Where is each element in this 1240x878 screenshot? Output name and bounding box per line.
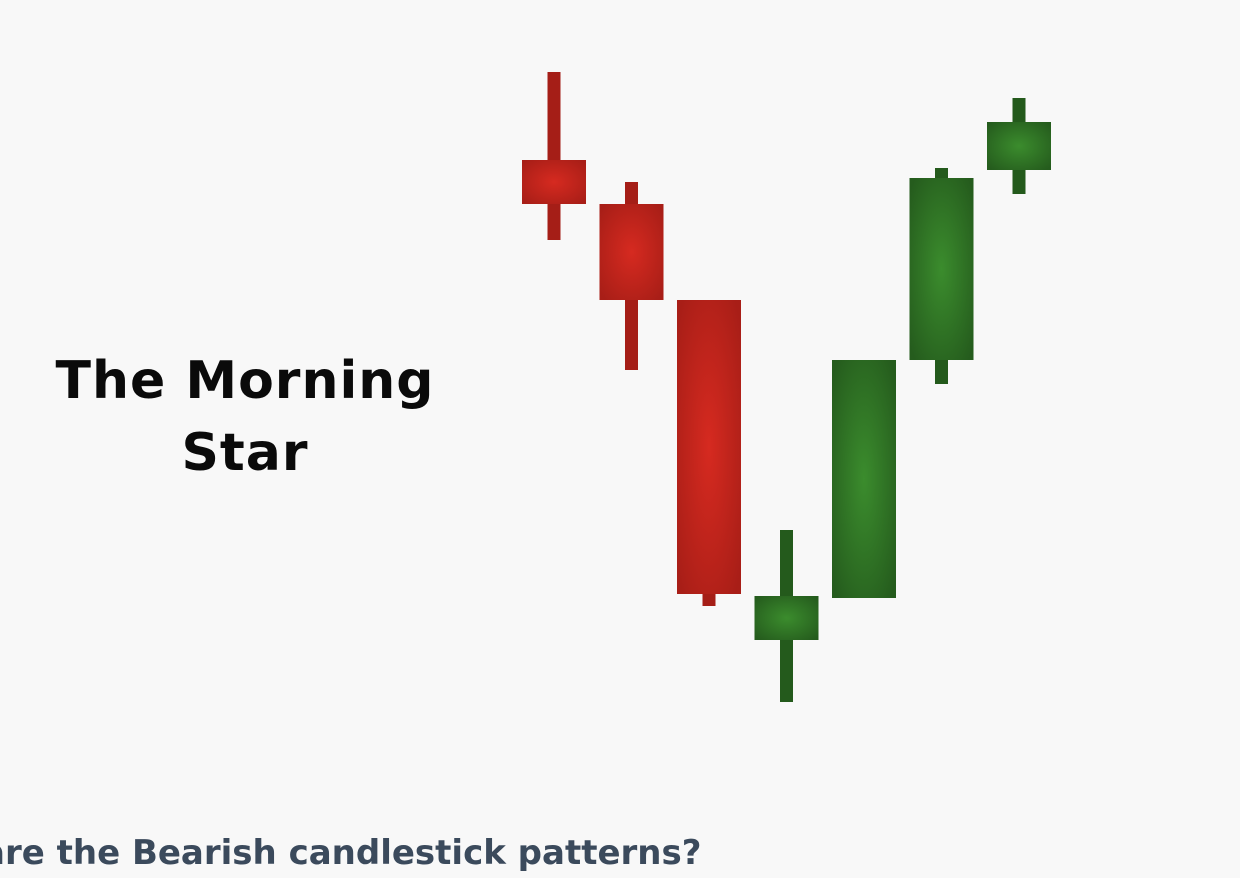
candle-1-body — [522, 160, 586, 204]
candle-2-body — [599, 204, 664, 300]
candlestick-chart — [522, 72, 1051, 702]
candle-5-body — [832, 360, 896, 598]
section-heading: are the Bearish candlestick patterns? — [0, 833, 702, 873]
candle-6-body — [909, 178, 974, 360]
candle-7-body — [987, 122, 1051, 170]
candle-3-body — [677, 300, 741, 594]
candle-4-body — [754, 596, 819, 640]
chart-title: The Morning Star — [40, 345, 450, 489]
title-line-1: The Morning — [55, 351, 435, 411]
title-line-2: Star — [181, 423, 309, 483]
candles-group — [522, 72, 1051, 702]
candle-1-wick — [547, 72, 561, 240]
